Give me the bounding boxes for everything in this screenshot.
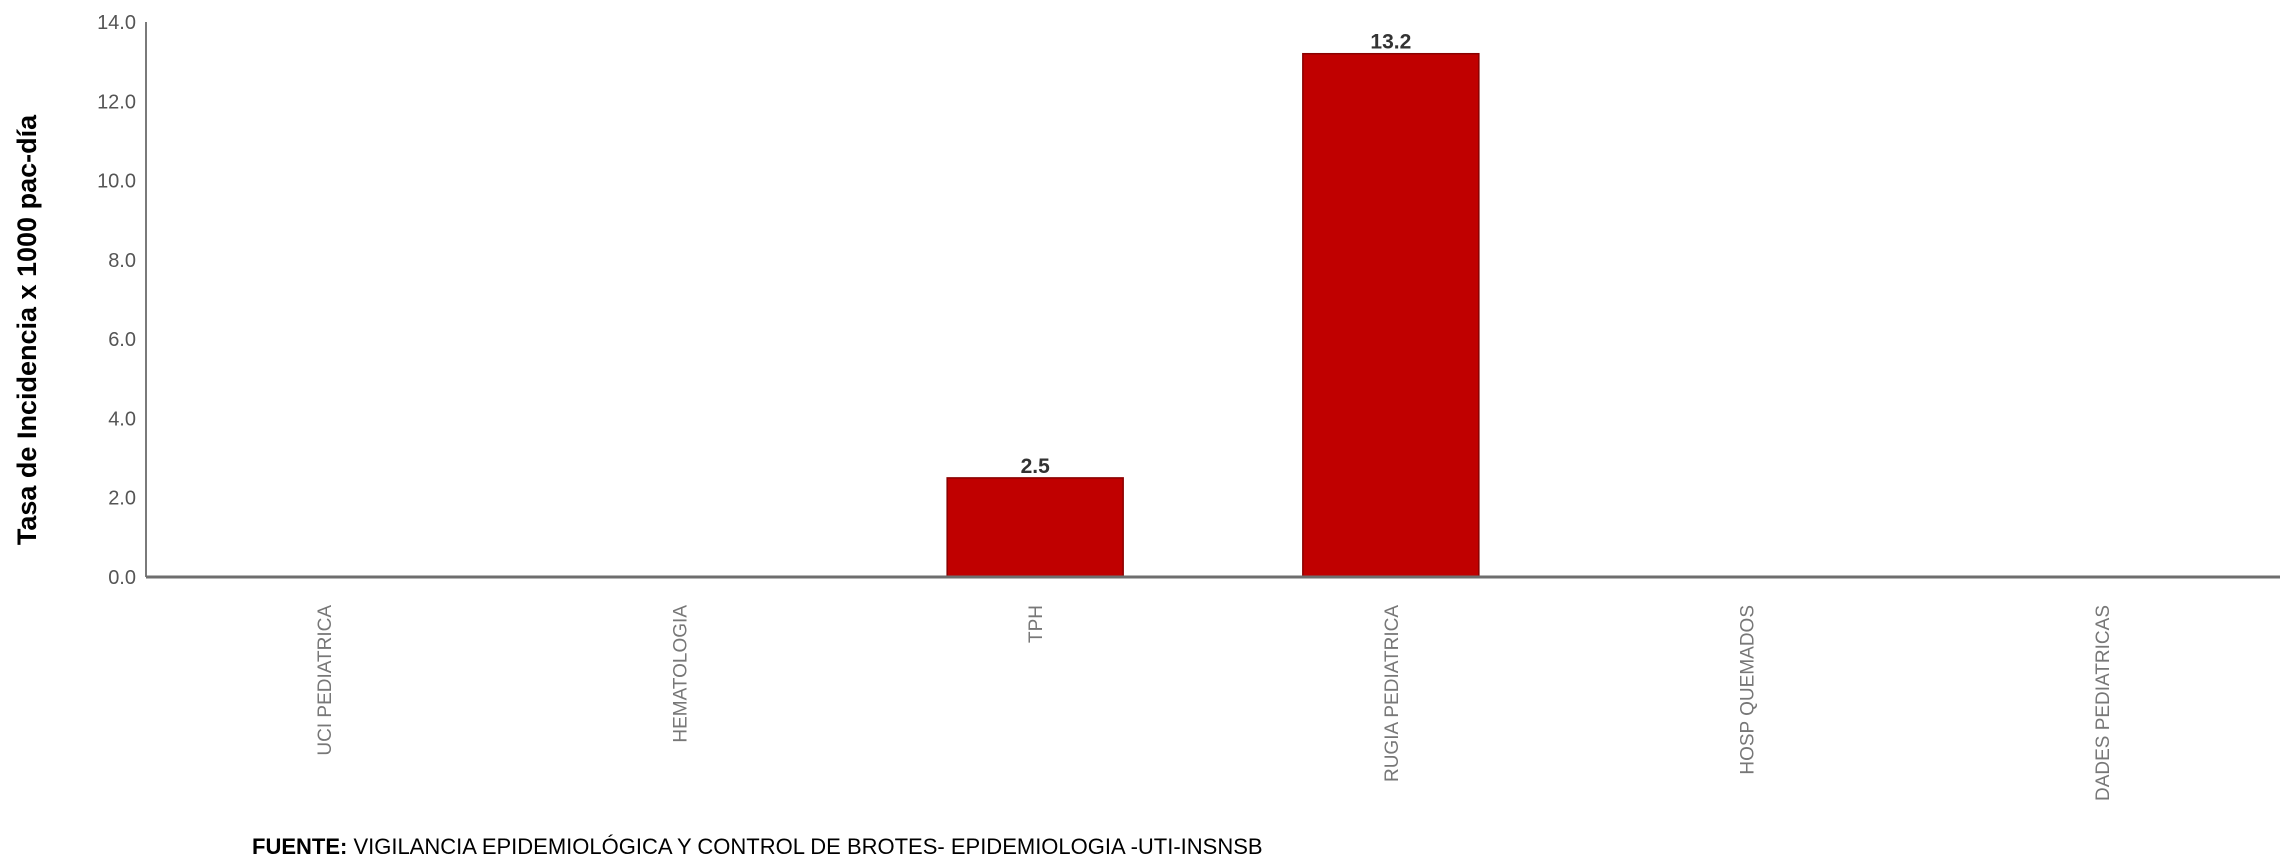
y-tick-label: 4.0 [108,408,136,430]
source-text: VIGILANCIA EPIDEMIOLÓGICA Y CONTROL DE B… [347,834,1263,859]
x-axis: UCI PEDIATRICA HEMATOLOGIA TPH RUGIA PEDIAT… [146,575,2280,801]
source-label: FUENTE: [252,834,348,859]
x-tick-label: DADES PEDIATRICAS [2093,605,2114,801]
x-tick-label: RUGIA PEDIATRICA [1382,605,1403,782]
x-tick-label: HEMATOLOGIA [671,605,692,743]
source-note: FUENTE: VIGILANCIA EPIDEMIOLÓGICA Y CONT… [252,834,1263,860]
y-tick-label: 10.0 [97,171,136,193]
y-tick-label: 6.0 [108,329,136,351]
y-tick-label: 0.0 [108,567,136,589]
y-axis-title: Tasa de Incidencia x 1000 pac-día [12,114,42,545]
x-tick-label: HOSP QUEMADOS [1738,605,1759,775]
x-tick-label: UCI PEDIATRICA [315,605,336,756]
y-tick-label: 12.0 [97,91,136,113]
data-label: 13.2 [1370,31,1411,54]
y-tick-label: 14.0 [97,12,136,34]
bar [1302,52,1480,578]
data-label: 2.5 [1021,455,1051,478]
bar [946,477,1124,578]
y-tick-label: 8.0 [108,250,136,272]
y-tick-label: 2.0 [108,488,136,510]
bars: 2.5 13.2 [946,31,1480,578]
y-axis: 0.0 2.0 4.0 6.0 8.0 10.0 12.0 14.0 [97,12,147,589]
x-tick-label: TPH [1026,605,1047,643]
